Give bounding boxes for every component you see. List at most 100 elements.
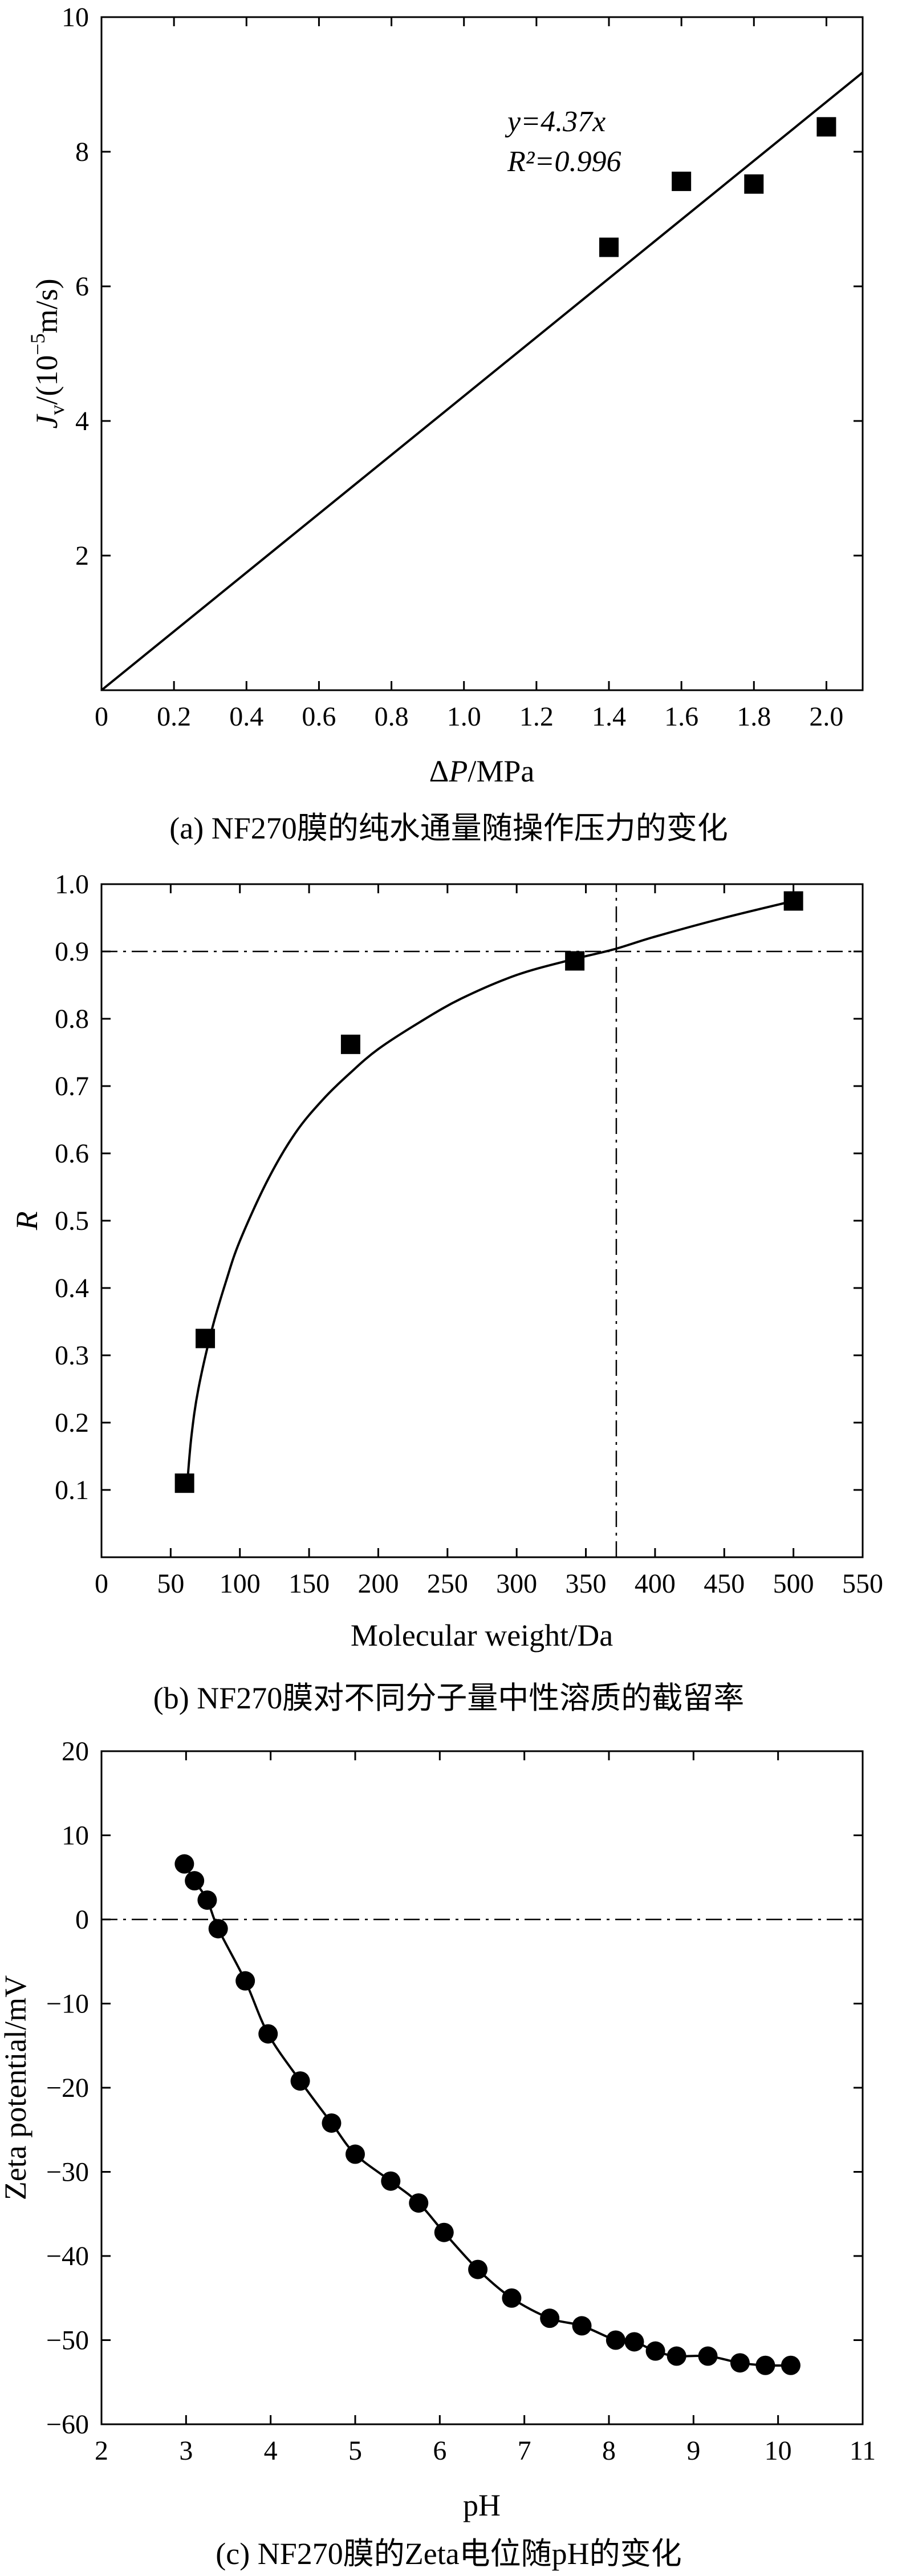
- chart-c-xtick-label: 5: [348, 2436, 362, 2466]
- chart-c-xtick-label: 8: [602, 2436, 616, 2466]
- chart-b-xtick-label: 50: [157, 1569, 184, 1599]
- chart-c-frame: [100, 1750, 864, 2425]
- chart-a-points: [599, 117, 836, 257]
- chart-b-ytick-label: 0.5: [55, 1206, 89, 1236]
- chart-c-point: [290, 2071, 310, 2091]
- chart-c-ytick-label: −20: [46, 2073, 89, 2103]
- chart-a-ytick-label: 6: [75, 272, 89, 302]
- chart-b-ytick-label: 0.6: [55, 1139, 89, 1169]
- chart-a-xtick-label: 1.0: [447, 702, 481, 732]
- chart-b-xtick-label: 300: [496, 1569, 537, 1599]
- chart-c-point: [540, 2308, 560, 2328]
- chart-a-xtick-label: 1.2: [519, 702, 554, 732]
- chart-c-point: [781, 2355, 801, 2375]
- chart-b-xtick-label: 250: [427, 1569, 468, 1599]
- chart-a-r2: R²=0.996: [507, 145, 621, 178]
- chart-a-xtick-label: 0.2: [157, 702, 191, 732]
- chart-a-point: [672, 171, 692, 191]
- chart-a-ylabel: Jv/(10−5m/s): [26, 278, 68, 428]
- chart-b-caption: (b) NF270膜对不同分子量中性溶质的截留率: [153, 1681, 745, 1715]
- chart-a-fit-line: [100, 71, 864, 691]
- chart-c-point: [645, 2341, 665, 2361]
- chart-c-point: [468, 2259, 488, 2279]
- chart-c-point: [606, 2330, 625, 2350]
- chart-b-fit-curve: [186, 900, 794, 1484]
- chart-c-ylabel: Zeta potential/mV: [0, 1975, 32, 2200]
- chart-b-point: [196, 1328, 216, 1348]
- chart-c-point: [409, 2193, 429, 2213]
- chart-c-point: [258, 2024, 278, 2044]
- chart-a: 0 0.2 0.4 0.6 0.8 1.0 1.2 1.4 1.6 1.8 2.0 2 4 6 8 10 y=…: [26, 2, 864, 845]
- chart-c-point: [755, 2355, 775, 2375]
- chart-a-ticks: 0 0.2 0.4 0.6 0.8 1.0 1.2 1.4 1.6 1.8 2.0 2 4 6 8 10: [62, 2, 863, 732]
- chart-b-ticks: 0 50 100 150 200 250 300 350 400 450 500 550 0.1 0.2 0…: [55, 869, 883, 1599]
- chart-c-point: [322, 2113, 342, 2133]
- chart-b-point: [340, 1034, 360, 1054]
- chart-c-point: [197, 1890, 217, 1910]
- chart-c-point: [502, 2288, 522, 2308]
- chart-c-ytick-label: 20: [62, 1736, 89, 1767]
- chart-b-ytick-label: 0.3: [55, 1340, 89, 1371]
- chart-b-xtick-label: 400: [635, 1569, 676, 1599]
- chart-c-point: [624, 2332, 644, 2352]
- chart-c-point: [174, 1854, 194, 1874]
- chart-a-ytick-label: 2: [75, 541, 89, 571]
- chart-c-point: [346, 2144, 365, 2164]
- chart-c-xtick-label: 3: [179, 2436, 193, 2466]
- chart-c-ytick-label: 10: [62, 1821, 89, 1851]
- chart-c-xtick-label: 6: [433, 2436, 446, 2466]
- chart-c-curve-path: [183, 1863, 791, 2367]
- chart-a-fit-line-path: [100, 71, 864, 691]
- chart-a-xtick-label: 1.8: [737, 702, 771, 732]
- chart-a-xtick-label: 0.6: [302, 702, 336, 732]
- chart-b-ytick-label: 0.4: [55, 1273, 89, 1303]
- chart-c-ytick-label: −60: [46, 2409, 89, 2440]
- chart-c-point: [434, 2222, 454, 2242]
- chart-b-xtick-label: 500: [773, 1569, 814, 1599]
- chart-c-point: [730, 2353, 750, 2373]
- chart-c-xtick-label: 4: [264, 2436, 278, 2466]
- chart-b-ytick-label: 0.2: [55, 1408, 89, 1438]
- chart-c-xtick-label: 10: [765, 2436, 792, 2466]
- chart-c: 2 3 4 5 6 7 8 9 10 11 −60 −50 −40 −30 −20 −10 0 10 20 pH Z…: [0, 1736, 876, 2571]
- chart-b-reference-lines: [101, 884, 863, 1557]
- chart-c-ytick-label: −50: [46, 2326, 89, 2356]
- chart-c-point: [381, 2171, 401, 2191]
- chart-c-xtick-label: 9: [686, 2436, 700, 2466]
- chart-b-ytick-label: 1.0: [55, 869, 89, 900]
- chart-b-xtick-label: 200: [357, 1569, 399, 1599]
- chart-a-point: [816, 117, 836, 137]
- chart-a-frame: [100, 16, 864, 691]
- chart-a-xtick-label: 0.4: [229, 702, 263, 732]
- chart-a-xtick-label: 0: [95, 702, 108, 732]
- chart-b-frame: [100, 883, 864, 1558]
- chart-a-point: [599, 237, 619, 257]
- chart-b-points: [174, 891, 803, 1493]
- chart-c-ytick-label: −10: [46, 1989, 89, 2019]
- chart-c-points: [174, 1854, 801, 2375]
- chart-a-equation: y=4.37x: [505, 106, 606, 138]
- chart-c-point: [667, 2346, 686, 2366]
- chart-b-ytick-label: 0.7: [55, 1071, 89, 1101]
- chart-b-xtick-label: 450: [704, 1569, 745, 1599]
- chart-b: 0 50 100 150 200 250 300 350 400 450 500 550 0.1 0.2 0…: [10, 869, 883, 1715]
- chart-b-xtick-label: 350: [566, 1569, 607, 1599]
- chart-c-fit-curve: [183, 1863, 791, 2367]
- chart-c-xtick-label: 7: [518, 2436, 531, 2466]
- chart-a-point: [744, 174, 764, 194]
- chart-b-point: [565, 951, 585, 971]
- chart-a-ytick-label: 4: [75, 406, 89, 436]
- chart-a-ytick-label: 10: [62, 2, 89, 33]
- chart-b-xtick-label: 150: [289, 1569, 330, 1599]
- chart-c-point: [208, 1919, 228, 1939]
- chart-b-ylabel: R: [10, 1212, 44, 1231]
- chart-b-xtick-label: 0: [95, 1569, 108, 1599]
- chart-b-curve-path: [186, 900, 794, 1484]
- chart-b-ytick-label: 0.9: [55, 937, 89, 967]
- chart-a-xtick-label: 1.4: [592, 702, 626, 732]
- chart-a-ytick-label: 8: [75, 137, 89, 167]
- chart-c-ytick-label: 0: [75, 1905, 89, 1935]
- chart-c-point: [185, 1871, 205, 1891]
- chart-c-point: [698, 2346, 718, 2366]
